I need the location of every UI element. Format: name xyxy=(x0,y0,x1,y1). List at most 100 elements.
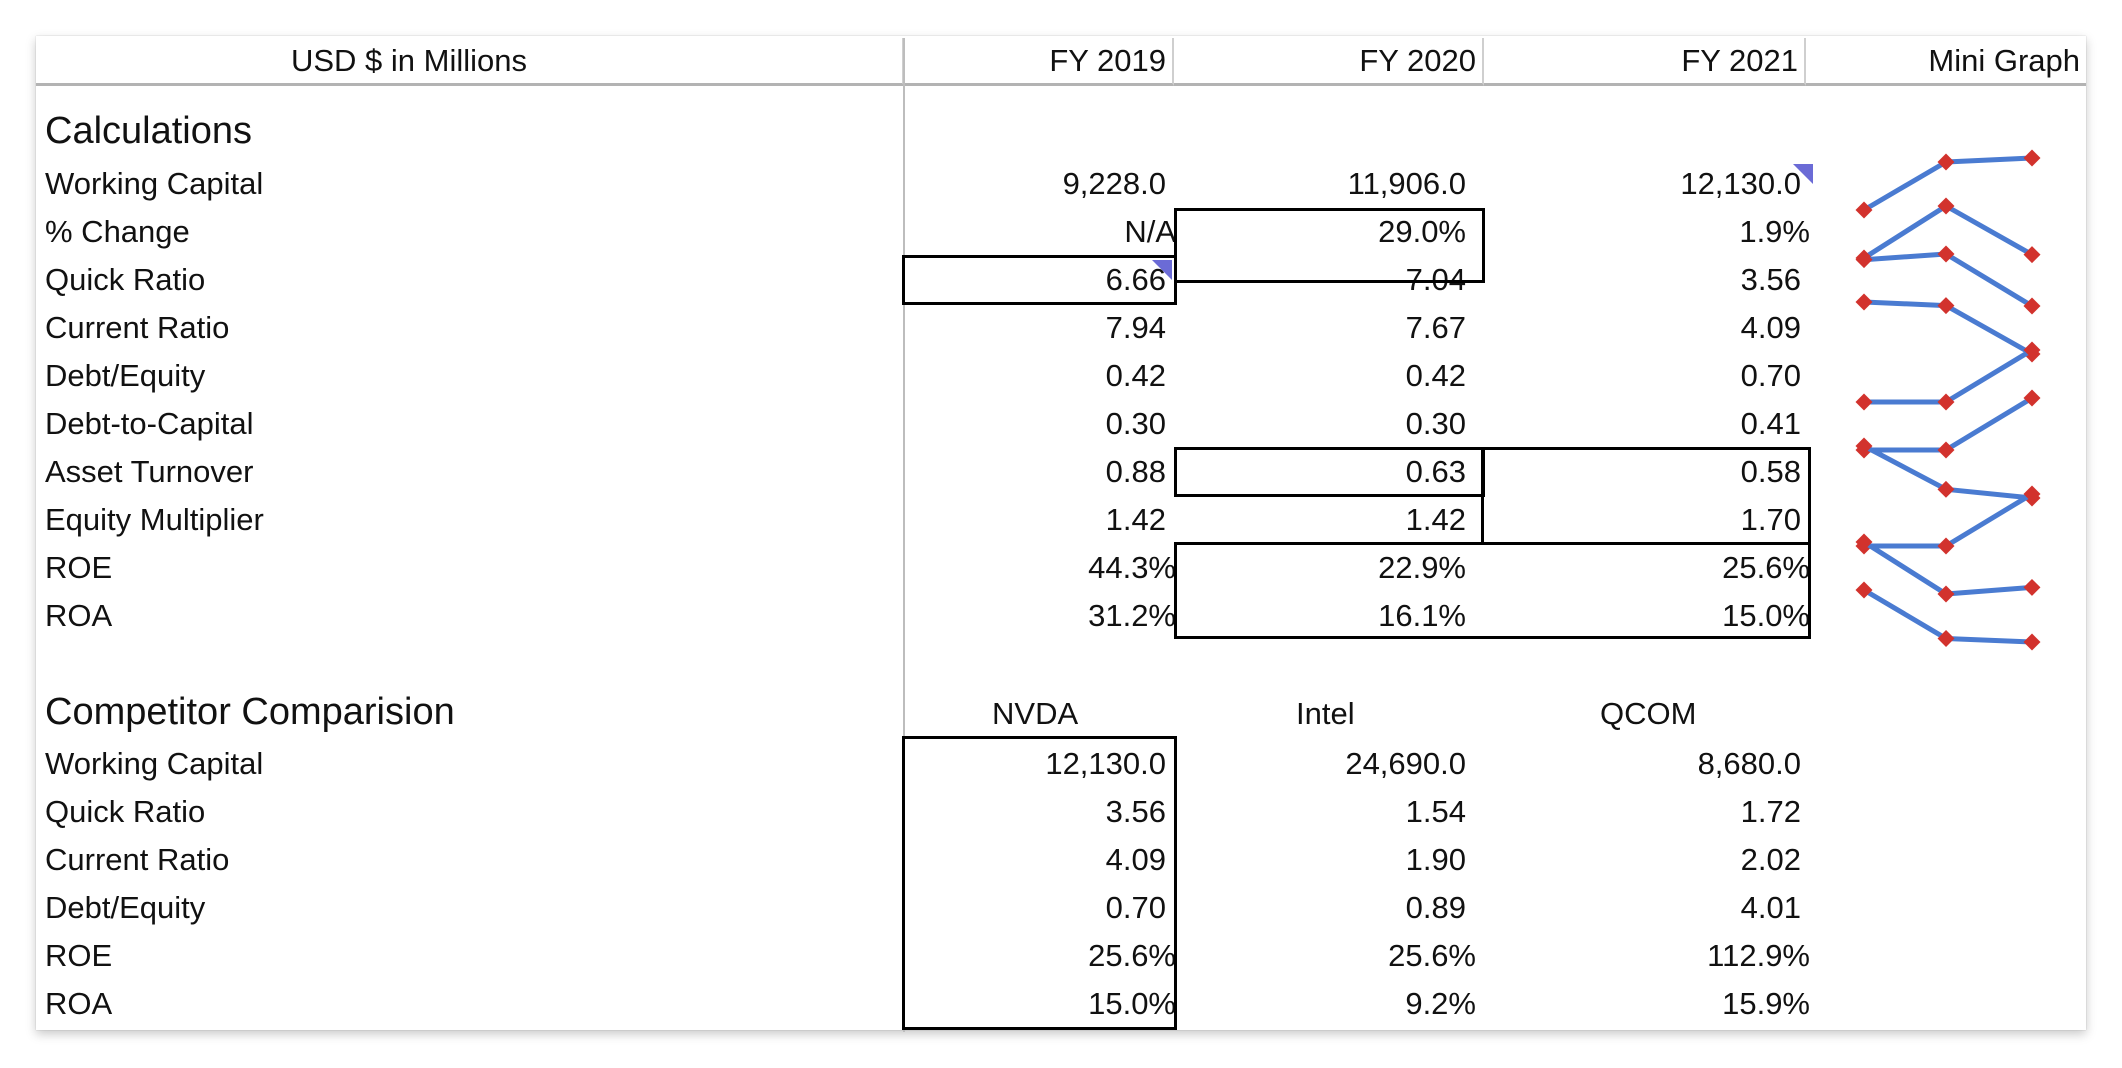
calc-cell-fy2021[interactable]: 4.09 xyxy=(1740,310,1801,345)
calc-cell-fy2021[interactable]: 25.6% xyxy=(1722,550,1810,585)
competitor-cell-intel[interactable]: 1.54 xyxy=(1405,794,1466,829)
sparkline-marker xyxy=(1937,245,1955,263)
sparkline-line xyxy=(1862,155,2033,213)
header-mini-graph[interactable]: Mini Graph xyxy=(1806,38,2086,86)
calc-cell-fy2019[interactable]: 44.3% xyxy=(1088,550,1176,585)
competitor-cell-qcom[interactable]: 112.9% xyxy=(1707,938,1810,973)
header-fy2019[interactable]: FY 2019 xyxy=(904,38,1174,86)
competitor-cell-qcom[interactable]: 15.9% xyxy=(1722,986,1810,1021)
competitor-cell-nvda[interactable]: 0.70 xyxy=(1105,890,1166,925)
calc-cell-fy2019[interactable]: 7.94 xyxy=(1105,310,1166,345)
header-fy2020[interactable]: FY 2020 xyxy=(1174,38,1484,86)
section-title-calculations: Calculations xyxy=(45,110,252,152)
calc-cell-fy2020[interactable]: 1.42 xyxy=(1405,502,1466,537)
calc-cell-fy2020[interactable]: 29.0% xyxy=(1378,214,1466,249)
cell-border-box xyxy=(1174,447,1485,497)
calc-cell-fy2019[interactable]: N/A xyxy=(1124,214,1176,249)
competitor-row-label[interactable]: ROE xyxy=(45,938,113,973)
competitor-row-label[interactable]: Quick Ratio xyxy=(45,794,206,829)
sparkline[interactable] xyxy=(1855,581,2041,651)
competitor-cell-intel[interactable]: 9.2% xyxy=(1405,986,1476,1021)
sparkline[interactable] xyxy=(1855,245,2041,315)
competitor-header-nvda: NVDA xyxy=(992,696,1079,731)
calc-cell-fy2020[interactable]: 16.1% xyxy=(1378,598,1466,633)
calc-cell-fy2020[interactable]: 0.63 xyxy=(1405,454,1466,489)
sparkline[interactable] xyxy=(1855,341,2041,411)
calc-row-label[interactable]: Debt-to-Capital xyxy=(45,406,254,441)
calc-cell-fy2020[interactable]: 22.9% xyxy=(1378,550,1466,585)
calc-cell-fy2019[interactable]: 0.42 xyxy=(1105,358,1166,393)
calc-cell-fy2021[interactable]: 0.41 xyxy=(1740,406,1801,441)
competitor-row-label[interactable]: Debt/Equity xyxy=(45,890,206,925)
sparkline[interactable] xyxy=(1855,293,2041,363)
calc-cell-fy2021[interactable]: 0.70 xyxy=(1740,358,1801,393)
competitor-cell-qcom[interactable]: 4.01 xyxy=(1740,890,1801,925)
spreadsheet: USD $ in Millions FY 2019 FY 2020 FY 202… xyxy=(36,36,2086,1032)
calc-row-label[interactable]: % Change xyxy=(45,214,190,249)
calc-cell-fy2019[interactable]: 9,228.0 xyxy=(1062,166,1166,201)
sparkline[interactable] xyxy=(1855,533,2041,603)
sparkline-line xyxy=(1864,347,2034,405)
sparkline-marker xyxy=(1855,251,1873,269)
competitor-cell-nvda[interactable]: 12,130.0 xyxy=(1045,746,1166,781)
calc-row-label[interactable]: Equity Multiplier xyxy=(45,502,264,537)
sparkline-marker xyxy=(1937,537,1955,555)
header-fy2021[interactable]: FY 2021 xyxy=(1484,38,1806,86)
sparkline-marker xyxy=(2023,489,2041,507)
sparkline[interactable] xyxy=(1855,437,2041,507)
calc-row-label[interactable]: ROE xyxy=(45,550,113,585)
sparkline-line xyxy=(1863,299,2034,357)
competitor-cell-qcom[interactable]: 2.02 xyxy=(1740,842,1801,877)
competitor-cell-nvda[interactable]: 4.09 xyxy=(1105,842,1166,877)
calc-cell-fy2020[interactable]: 7.67 xyxy=(1405,310,1466,345)
calc-cell-fy2021[interactable]: 12,130.0 xyxy=(1680,166,1801,201)
competitor-row-label[interactable]: Working Capital xyxy=(45,746,264,781)
calc-row-label[interactable]: Working Capital xyxy=(45,166,264,201)
sparkline[interactable] xyxy=(1855,389,2041,459)
sparkline-marker xyxy=(2023,297,2041,315)
calc-cell-fy2019[interactable]: 1.42 xyxy=(1105,502,1166,537)
calc-row-label[interactable]: Current Ratio xyxy=(45,310,230,345)
competitor-cell-qcom[interactable]: 8,680.0 xyxy=(1697,746,1801,781)
competitor-cell-nvda[interactable]: 3.56 xyxy=(1105,794,1166,829)
sparkline-marker xyxy=(1855,533,1873,551)
header-units[interactable]: USD $ in Millions xyxy=(36,38,904,86)
calc-cell-fy2020[interactable]: 0.42 xyxy=(1405,358,1466,393)
competitor-cell-nvda[interactable]: 15.0% xyxy=(1088,986,1176,1021)
competitor-cell-nvda[interactable]: 25.6% xyxy=(1088,938,1176,973)
competitor-cell-intel[interactable]: 25.6% xyxy=(1388,938,1476,973)
calc-cell-fy2021[interactable]: 1.70 xyxy=(1740,502,1801,537)
calc-row-label[interactable]: Asset Turnover xyxy=(45,454,254,489)
competitor-row-label[interactable]: Current Ratio xyxy=(45,842,230,877)
calc-cell-fy2019[interactable]: 0.30 xyxy=(1105,406,1166,441)
competitor-cell-qcom[interactable]: 1.72 xyxy=(1740,794,1801,829)
competitor-cell-intel[interactable]: 1.90 xyxy=(1405,842,1466,877)
competitor-cell-intel[interactable]: 0.89 xyxy=(1405,890,1466,925)
sparkline[interactable] xyxy=(1855,149,2041,219)
calc-cell-fy2021[interactable]: 1.9% xyxy=(1739,214,1810,249)
calc-cell-fy2021[interactable]: 0.58 xyxy=(1740,454,1801,489)
calc-row-label[interactable]: Quick Ratio xyxy=(45,262,206,297)
comment-indicator[interactable] xyxy=(1793,164,1813,184)
sparkline[interactable] xyxy=(1855,485,2041,555)
calc-cell-fy2021[interactable]: 3.56 xyxy=(1740,262,1801,297)
calc-cell-fy2020[interactable]: 0.30 xyxy=(1405,406,1466,441)
calc-cell-fy2020[interactable]: 11,906.0 xyxy=(1347,166,1466,201)
sparkline-marker xyxy=(2023,485,2041,503)
cell-border-box xyxy=(902,255,1177,305)
competitor-row-label[interactable]: ROA xyxy=(45,986,113,1021)
sparkline-marker xyxy=(1855,437,1873,455)
competitor-cell-intel[interactable]: 24,690.0 xyxy=(1345,746,1466,781)
sparkline-marker xyxy=(1937,480,1955,498)
calc-cell-fy2021[interactable]: 15.0% xyxy=(1722,598,1810,633)
sparkline-marker xyxy=(2023,389,2041,407)
sparkline-marker xyxy=(1855,201,1873,219)
comment-indicator[interactable] xyxy=(1152,260,1172,280)
calc-row-label[interactable]: ROA xyxy=(45,598,113,633)
sparkline-marker xyxy=(1855,393,1873,411)
sparkline[interactable] xyxy=(1855,197,2041,267)
calc-row-label[interactable]: Debt/Equity xyxy=(45,358,206,393)
calc-cell-fy2019[interactable]: 31.2% xyxy=(1088,598,1176,633)
calc-cell-fy2020[interactable]: 7.04 xyxy=(1405,262,1466,297)
calc-cell-fy2019[interactable]: 0.88 xyxy=(1105,454,1166,489)
